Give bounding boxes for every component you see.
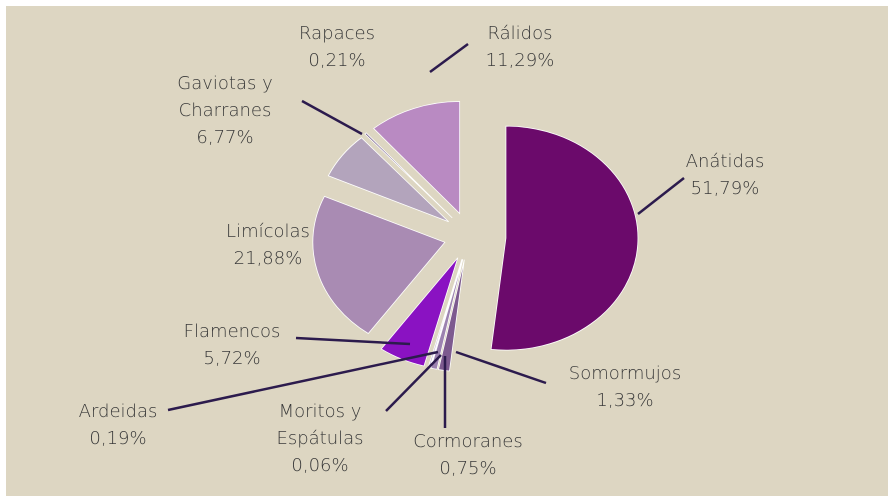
category-name: Rapaces — [299, 23, 375, 44]
pie-slice — [490, 125, 639, 351]
pie-slice — [364, 132, 453, 219]
value-label: 51,79% — [690, 178, 760, 199]
slice-label: Cormoranes 0,75% — [413, 428, 523, 482]
category-name: Somormujos — [568, 363, 682, 384]
value-label: 6,77% — [196, 127, 254, 148]
chart: Anátidas 51,79% Somormujos 1,33% Cormoranes 0… — [6, 6, 888, 496]
category-name: Ardeidas — [78, 401, 158, 422]
leader-line — [429, 42, 469, 74]
value-label: 0,21% — [308, 50, 366, 71]
leader-lines — [167, 42, 685, 428]
leader-line — [455, 350, 547, 385]
slice-label: Limícolas 21,88% — [226, 218, 310, 272]
category-name: Rálidos — [487, 23, 553, 44]
slice-label: Anátidas 51,79% — [686, 148, 765, 202]
pie-slice — [430, 259, 464, 370]
category-name: Cormoranes — [413, 431, 523, 452]
category-name: Flamencos — [183, 321, 281, 342]
pie-chart — [167, 42, 685, 428]
category-name: Limícolas — [226, 221, 310, 242]
value-label: 0,06% — [291, 455, 349, 476]
slice-label: Rapaces 0,21% — [299, 20, 375, 74]
value-label: 5,72% — [203, 348, 261, 369]
slice-label: Somormujos 1,33% — [569, 360, 681, 414]
slice-label: Ardeidas 0,19% — [79, 398, 158, 452]
value-label: 0,19% — [89, 428, 147, 449]
value-label: 0,75% — [439, 458, 497, 479]
leader-line — [295, 336, 411, 346]
slices — [312, 101, 639, 372]
leader-line — [637, 177, 685, 215]
leader-line — [301, 99, 363, 136]
value-label: 1,33% — [596, 390, 654, 411]
value-label: 11,29% — [485, 50, 555, 71]
leader-line — [167, 350, 439, 412]
value-label: 21,88% — [233, 248, 303, 269]
slice-label: Moritos y Espátulas 0,06% — [270, 398, 370, 479]
pie-slice — [373, 101, 461, 215]
category-name: Gaviotas y Charranes — [177, 73, 273, 121]
pie-slice — [312, 195, 446, 335]
pie-slice — [327, 137, 449, 223]
category-name: Moritos y Espátulas — [276, 401, 364, 449]
slice-label: Flamencos 5,72% — [184, 318, 281, 372]
slice-label: Rálidos 11,29% — [486, 20, 555, 74]
leader-line — [385, 354, 442, 412]
category-name: Anátidas — [685, 151, 765, 172]
slice-label: Gaviotas y Charranes 6,77% — [165, 70, 285, 151]
